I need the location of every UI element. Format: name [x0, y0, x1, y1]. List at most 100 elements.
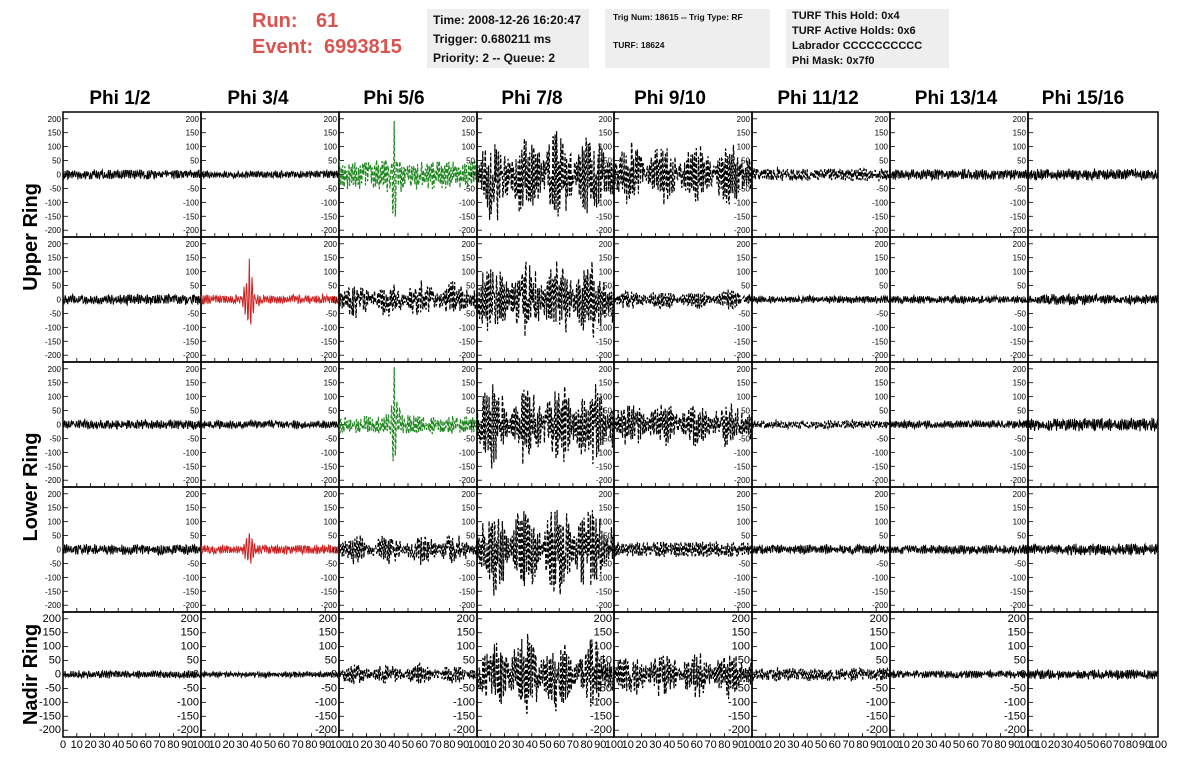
x-tick-label: 60: [691, 739, 703, 751]
waveform-trace: [751, 165, 891, 184]
y-tick-label: 50: [466, 157, 475, 166]
y-tick-label: -150: [45, 212, 62, 221]
x-tick-label: 60: [278, 739, 290, 751]
y-tick-label: 100: [1013, 393, 1027, 402]
y-tick-label: -50: [600, 559, 612, 568]
y-tick-label: 150: [1013, 129, 1027, 138]
y-tick-label: 0: [57, 421, 62, 430]
y-tick-label: -150: [315, 710, 337, 722]
x-tick-label: 40: [388, 739, 400, 751]
y-tick-label: 150: [462, 254, 476, 263]
x-tick-label: 10: [1035, 739, 1047, 751]
y-tick-label: 200: [181, 613, 199, 625]
y-tick-label: 200: [43, 613, 61, 625]
y-tick-label: 150: [324, 254, 338, 263]
y-tick-label: 200: [875, 490, 889, 499]
y-tick-label: -200: [1010, 226, 1027, 235]
y-tick-label: 0: [608, 546, 613, 555]
y-tick-label: -50: [738, 434, 750, 443]
x-tick-label: 60: [1100, 739, 1112, 751]
y-tick-label: 150: [457, 627, 475, 639]
y-tick-label: -150: [459, 212, 476, 221]
x-tick-label: 60: [967, 739, 979, 751]
y-tick-label: -100: [183, 323, 200, 332]
x-tick-label: 80: [1126, 739, 1138, 751]
y-tick-label: 200: [599, 115, 613, 124]
y-tick-label: -100: [866, 696, 888, 708]
y-tick-label: -200: [734, 226, 751, 235]
y-tick-label: 50: [1017, 282, 1026, 291]
y-tick-label: -100: [183, 573, 200, 582]
y-tick-label: 0: [1022, 546, 1027, 555]
y-tick-label: 0: [471, 421, 476, 430]
y-tick-label: 100: [186, 143, 200, 152]
turf-this-hold-text: TURF This Hold: 0x4: [792, 10, 900, 22]
y-tick-label: -200: [1010, 601, 1027, 610]
run-label: Run:: [252, 10, 298, 32]
x-tick-label: 100: [1149, 739, 1167, 751]
y-tick-label: -150: [183, 337, 200, 346]
y-tick-label: -50: [325, 309, 337, 318]
y-tick-label: 150: [737, 379, 751, 388]
y-tick-label: 200: [186, 240, 200, 249]
y-tick-label: 50: [603, 407, 612, 416]
y-tick-label: 150: [324, 379, 338, 388]
waveform-trace: [1027, 417, 1159, 433]
x-tick-label: 100: [1019, 739, 1037, 751]
x-tick-label: 90: [319, 739, 331, 751]
y-tick-label: 150: [875, 379, 889, 388]
y-tick-label: 50: [52, 282, 61, 291]
y-tick-label: 200: [1008, 613, 1026, 625]
x-tick-label: 50: [677, 739, 689, 751]
column-header: Phi 5/6: [363, 88, 424, 109]
waveform-trace: [476, 384, 615, 469]
y-tick-label: -50: [876, 309, 888, 318]
x-tick-label: 40: [801, 739, 813, 751]
x-tick-label: 100: [330, 739, 348, 751]
y-tick-label: 200: [599, 240, 613, 249]
y-tick-label: 200: [1013, 240, 1027, 249]
y-tick-label: 0: [193, 669, 199, 681]
x-tick-label: 90: [1139, 739, 1151, 751]
y-tick-label: 50: [190, 282, 199, 291]
y-tick-label: 100: [319, 641, 337, 653]
y-tick-label: 150: [186, 129, 200, 138]
x-tick-label: 50: [953, 739, 965, 751]
x-tick-label: 50: [1087, 739, 1099, 751]
y-tick-label: 0: [746, 296, 751, 305]
y-tick-label: -50: [49, 309, 61, 318]
y-tick-label: -200: [39, 724, 61, 736]
x-tick-label: 20: [1048, 739, 1060, 751]
x-tick-label: 50: [539, 739, 551, 751]
y-tick-label: 200: [875, 240, 889, 249]
trig-num-text: Trig Num: 18615 -- Trig Type: RF: [613, 12, 743, 22]
y-tick-label: -200: [1010, 351, 1027, 360]
y-tick-label: 200: [457, 613, 475, 625]
y-tick-label: -150: [1010, 462, 1027, 471]
ring-label: Nadir Ring: [20, 624, 42, 725]
waveform-trace: [1027, 542, 1159, 557]
y-tick-label: 200: [324, 115, 338, 124]
waveform-trace: [200, 168, 340, 180]
y-tick-label: 200: [48, 490, 62, 499]
waveform-trace: [613, 289, 753, 310]
x-tick-label: 40: [250, 739, 262, 751]
x-tick-label: 40: [112, 739, 124, 751]
y-tick-label: -50: [738, 559, 750, 568]
y-tick-label: 0: [471, 546, 476, 555]
y-tick-label: 0: [1022, 296, 1027, 305]
y-tick-label: -100: [590, 696, 612, 708]
y-tick-label: -150: [1010, 212, 1027, 221]
y-tick-label: 100: [737, 268, 751, 277]
y-tick-label: -150: [45, 337, 62, 346]
y-tick-label: 200: [462, 115, 476, 124]
waveform-trace: [889, 544, 1029, 557]
y-tick-label: 200: [324, 240, 338, 249]
y-tick-label: 50: [876, 655, 888, 667]
y-tick-label: -100: [459, 323, 476, 332]
waveform-trace: [751, 418, 891, 431]
y-tick-label: 150: [599, 254, 613, 263]
y-tick-label: 100: [1013, 143, 1027, 152]
y-tick-label: 150: [1013, 254, 1027, 263]
